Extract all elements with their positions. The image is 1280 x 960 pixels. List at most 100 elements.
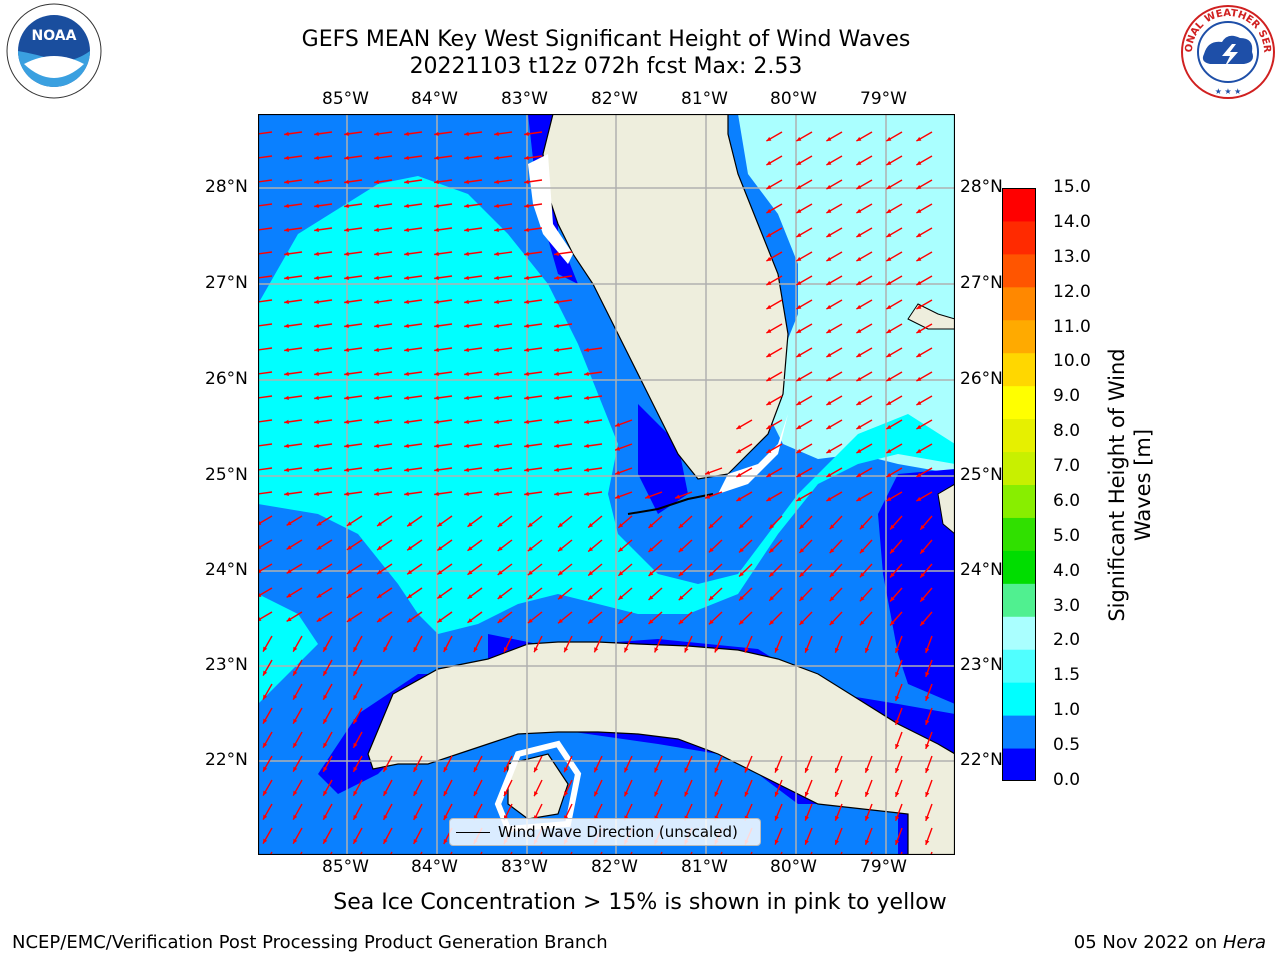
lat-tick-left-28n: 28°N [205, 177, 248, 197]
wave-arrow-head [736, 496, 742, 501]
wave-arrow-head [284, 395, 289, 401]
wave-arrow-head [407, 569, 413, 575]
wave-arrow-head [404, 443, 409, 449]
wave-arrow-head [645, 494, 651, 499]
wave-arrow-head [346, 617, 352, 622]
wave-arrow-head [464, 443, 469, 449]
lon-tick-top-80w: 80°W [770, 89, 817, 109]
wave-arrow-head [558, 522, 563, 528]
credit-text: NCEP/EMC/Verification Post Processing Pr… [12, 932, 608, 953]
wave-arrow-head [769, 620, 775, 625]
wave-arrow-head [895, 815, 900, 821]
legend-label: Wind Wave Direction (unscaled) [498, 823, 738, 841]
lon-tick-bottom-84w: 84°W [411, 857, 458, 877]
wave-arrow-head [434, 227, 439, 233]
wave-arrow-head [284, 347, 289, 353]
wave-arrow-head [404, 227, 409, 233]
wave-arrow-head [796, 256, 802, 261]
wave-arrow-head [554, 251, 559, 257]
colorbar-cell [1002, 682, 1036, 716]
wave-arrow-head [524, 371, 529, 377]
wave-arrow-head [766, 352, 772, 357]
colorbar-cell [1002, 715, 1036, 749]
wave-arrow-head [916, 256, 922, 261]
wave-arrow-head [494, 299, 499, 305]
wave-arrow-head [524, 467, 529, 473]
wave-arrow-head [404, 299, 409, 305]
wave-arrow-head [856, 256, 862, 261]
wave-arrow-head [856, 136, 862, 141]
wave-arrow-head [675, 494, 681, 499]
wave-arrow-head [594, 767, 599, 773]
wave-arrow-head [826, 208, 832, 213]
wave-arrow-head [527, 570, 533, 576]
wave-arrow-head [856, 448, 862, 453]
wave-arrow-head [383, 838, 388, 844]
wave-arrow-head [443, 647, 448, 653]
wave-arrow-head [407, 545, 413, 551]
wave-arrow-head [344, 443, 349, 449]
wave-arrow-head [826, 400, 832, 405]
wave-arrow-head [344, 227, 349, 233]
wave-arrow-head [584, 491, 589, 497]
wave-arrow-head [594, 647, 599, 653]
wave-arrow-head [886, 208, 892, 213]
wave-arrow-head [766, 280, 772, 285]
wave-arrow-head [654, 647, 659, 653]
florida-keys [627, 493, 714, 515]
colorbar-tick-label: 0.5 [1053, 735, 1081, 756]
wave-arrow-head [263, 694, 268, 700]
wave-arrow-head [736, 472, 742, 477]
wave-arrow-head [766, 160, 772, 165]
wave-arrow-head [323, 838, 328, 844]
wave-arrow-head [916, 184, 922, 189]
lon-tick-top-81w: 81°W [681, 89, 728, 109]
wave-arrow-head [494, 203, 499, 209]
wave-arrow-head [314, 131, 319, 137]
wave-arrow-head [856, 400, 862, 405]
wave-arrow-head [739, 547, 744, 553]
wave-arrow-head [353, 814, 358, 820]
wave-arrow-head [766, 472, 772, 477]
wave-arrow-head [413, 646, 418, 652]
wave-arrow-head [826, 136, 832, 141]
wave-arrow-head [618, 571, 624, 576]
wave-arrow-head [799, 524, 805, 529]
wave-arrow-head [494, 155, 499, 161]
wave-arrow-head [404, 419, 409, 425]
wave-arrow-head [434, 371, 439, 377]
wave-arrow-head [407, 521, 413, 527]
wave-arrow-head [404, 467, 409, 473]
wave-arrow-head [774, 791, 779, 797]
wave-arrow-head [284, 251, 289, 257]
wave-arrow-head [316, 617, 322, 622]
wave-arrow-head [497, 618, 503, 623]
wave-arrow-head [494, 179, 499, 185]
wave-arrow-head [434, 131, 439, 137]
wave-arrow-head [856, 160, 862, 165]
wave-arrow-head [916, 280, 922, 285]
wave-arrow-head [766, 232, 772, 237]
wave-arrow-head [624, 767, 629, 773]
wave-arrow-head [920, 548, 925, 554]
wave-arrow-head [374, 347, 379, 353]
wave-arrow-head [618, 595, 624, 600]
wave-arrow-head [856, 232, 862, 237]
colorbar-tick-label: 10.0 [1053, 351, 1091, 372]
wave-arrow-head [796, 328, 802, 333]
wave-arrow-head [374, 299, 379, 305]
wave-arrow-head [835, 839, 840, 845]
wave-arrow-head [293, 694, 298, 700]
wave-arrow-head [796, 376, 802, 381]
wave-arrow-head [925, 671, 930, 677]
wave-arrow-head [464, 131, 469, 137]
wave-arrow-head [323, 646, 328, 652]
wave-arrow-head [588, 522, 594, 528]
wave-arrow-head [829, 548, 835, 554]
wave-arrow [258, 275, 273, 279]
wave-arrow-head [323, 742, 328, 748]
lat-tick-right-27n: 27°N [960, 273, 1003, 293]
lon-tick-top-85w: 85°W [322, 89, 369, 109]
wave-arrow-head [804, 815, 809, 821]
wave-arrow-head [856, 352, 862, 357]
